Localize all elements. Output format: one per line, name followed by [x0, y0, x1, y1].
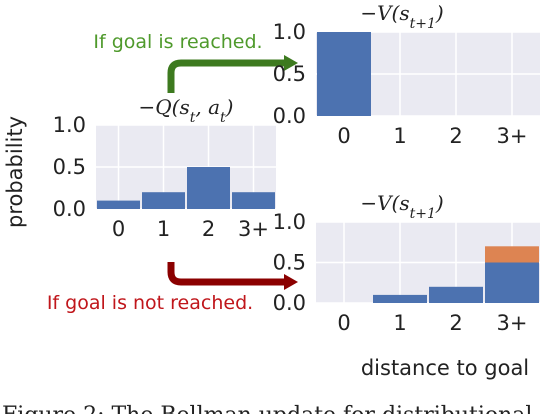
bar-1 — [373, 294, 427, 303]
arrowhead-not-reached-icon — [284, 274, 298, 290]
bar-0 — [97, 200, 140, 209]
x-tick-label: 3+ — [238, 217, 269, 241]
bar-extra-3+ — [485, 246, 539, 263]
y-tick-label: 0.0 — [53, 197, 86, 221]
arrow-not-reached — [167, 262, 286, 286]
bar-2 — [429, 286, 483, 303]
bar-1 — [142, 192, 185, 209]
x-tick-label: 0 — [337, 124, 350, 148]
x-tick-label: 1 — [393, 311, 406, 335]
chart-title-q: −Q(st, at) — [139, 95, 234, 126]
bar-0 — [317, 32, 371, 116]
x-axis-label: distance to goal — [361, 356, 529, 380]
x-tick-label: 2 — [449, 124, 462, 148]
y-axis-label: probability — [3, 116, 27, 228]
x-tick-label: 2 — [202, 217, 215, 241]
chart-title-v-reached: −V(st+1) — [360, 1, 443, 32]
y-tick-label: 1.0 — [53, 113, 86, 137]
x-tick-label: 3+ — [497, 124, 528, 148]
y-tick-label: 1.0 — [273, 20, 306, 44]
chart-q: 0 1 2 3+ 0.0 0.5 1.0 — [53, 113, 276, 241]
x-tick-label: 0 — [112, 217, 125, 241]
y-tick-label: 0.0 — [273, 104, 306, 128]
bar-2 — [187, 167, 230, 209]
arrowhead-reached-icon — [284, 55, 298, 71]
x-tick-label: 2 — [449, 311, 462, 335]
x-tick-label: 0 — [337, 311, 350, 335]
chart-title-v-not-reached: −V(st+1) — [360, 191, 443, 222]
annotation-reached: If goal is reached. — [93, 31, 262, 53]
chart-v_not_reached: 0 1 2 3+ 0.0 0.5 1.0 — [273, 210, 540, 335]
bar-3+ — [485, 262, 539, 303]
figure-caption: Figure 2: The Bellman update for distrib… — [2, 403, 532, 414]
y-tick-label: 0.5 — [273, 62, 306, 86]
annotation-not-reached: If goal is not reached. — [47, 292, 253, 314]
chart-v_reached: 0 1 2 3+ 0.0 0.5 1.0 — [273, 20, 540, 148]
y-tick-label: 0.5 — [273, 251, 306, 275]
x-tick-label: 1 — [157, 217, 170, 241]
y-tick-label: 0.0 — [273, 291, 306, 315]
y-tick-label: 1.0 — [273, 210, 306, 234]
arrow-reached — [167, 59, 286, 93]
x-tick-label: 1 — [393, 124, 406, 148]
y-tick-label: 0.5 — [53, 155, 86, 179]
x-tick-label: 3+ — [497, 311, 528, 335]
bar-3+ — [232, 192, 275, 209]
